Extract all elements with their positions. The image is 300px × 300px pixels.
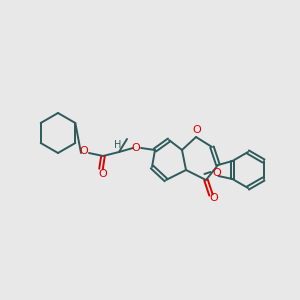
Text: O: O	[80, 146, 88, 156]
Text: O: O	[210, 193, 218, 203]
Text: O: O	[132, 143, 140, 153]
Text: O: O	[99, 169, 107, 179]
Text: O: O	[193, 125, 201, 135]
Text: H: H	[114, 140, 122, 150]
Text: O: O	[212, 168, 221, 178]
